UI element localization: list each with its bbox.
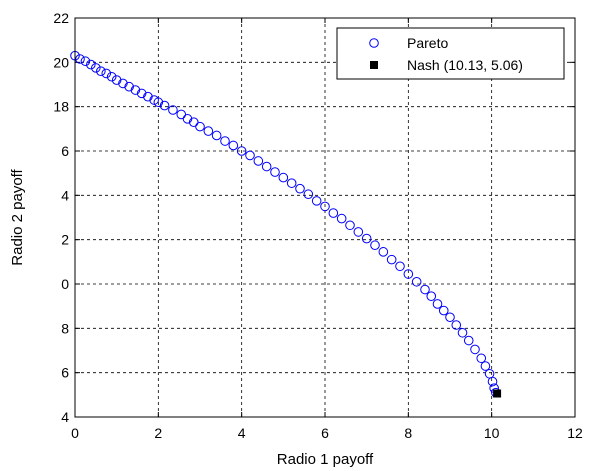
pareto-point (320, 201, 330, 212)
pareto-point (245, 150, 255, 161)
pareto-point (286, 178, 297, 188)
pareto-point (487, 376, 498, 387)
y-tick-label: 6 (61, 143, 69, 159)
pareto-point (476, 353, 487, 364)
pareto-point (311, 196, 322, 206)
pareto-point (236, 146, 247, 156)
pareto-point (457, 327, 468, 338)
pareto-point (211, 130, 222, 141)
grid-lines (75, 18, 575, 417)
tick-labels: 0 2 4 6 8 10 12 4 6 8 0 2 4 6 18 20 22 (53, 10, 583, 441)
pareto-point (361, 233, 372, 244)
pareto-point (426, 291, 437, 301)
y-axis-label: Radio 2 payoff (9, 168, 26, 265)
x-tick-label: 12 (567, 425, 583, 441)
pareto-point (96, 66, 106, 76)
pareto-point (403, 269, 414, 279)
pareto-point (220, 136, 230, 146)
x-tick-label: 4 (238, 425, 246, 441)
pareto-point (463, 335, 474, 346)
pareto-point (101, 68, 112, 79)
legend-label-nash: Nash (10.13, 5.06) (407, 57, 523, 73)
pareto-point (411, 276, 422, 287)
pareto-point (470, 344, 480, 355)
pareto-point (420, 284, 430, 295)
pareto-point (130, 85, 141, 95)
y-tick-label: 6 (61, 365, 69, 381)
pareto-point (228, 140, 239, 151)
x-tick-label: 10 (484, 425, 500, 441)
pareto-point (124, 81, 134, 92)
pareto-point (345, 220, 355, 231)
pareto-point (106, 71, 117, 82)
legend: Pareto Nash (10.13, 5.06) (336, 27, 565, 80)
pareto-point (261, 161, 272, 172)
y-tick-label: 2 (61, 232, 69, 248)
pareto-point (386, 254, 397, 265)
pareto-point (86, 59, 96, 70)
pareto-point (91, 63, 101, 73)
y-tick-label: 18 (53, 99, 69, 115)
pareto-point (445, 312, 455, 323)
pareto-point (195, 121, 205, 132)
y-tick-label: 8 (61, 320, 69, 336)
x-tick-label: 0 (71, 425, 79, 441)
pareto-point (395, 261, 405, 272)
pareto-point (432, 299, 443, 309)
x-axis-label: Radio 1 payoff (277, 451, 374, 468)
x-tick-label: 2 (154, 425, 162, 441)
pareto-point (203, 126, 214, 136)
y-tick-label: 0 (61, 276, 69, 292)
pareto-point (143, 91, 153, 102)
x-tick-label: 8 (404, 425, 412, 441)
pareto-point (111, 75, 122, 85)
pareto-point (118, 78, 128, 89)
pareto-point (438, 305, 449, 316)
y-tick-label: 4 (61, 187, 69, 203)
pareto-point (378, 247, 389, 257)
pareto-point (182, 114, 193, 124)
pareto-point (303, 189, 314, 200)
nash-point (493, 389, 502, 398)
pareto-point (75, 54, 85, 64)
y-tick-label: 4 (61, 409, 69, 425)
pareto-point (336, 213, 347, 224)
y-tick-label: 20 (53, 54, 69, 70)
pareto-point (328, 208, 339, 218)
x-tick-label: 6 (321, 425, 329, 441)
pareto-point (278, 172, 289, 183)
pareto-point (188, 117, 199, 127)
pareto-point (451, 320, 462, 330)
data-points (70, 50, 502, 398)
pareto-point (80, 56, 91, 67)
legend-box (336, 27, 565, 80)
plot-frame (74, 17, 576, 418)
pareto-point (176, 109, 187, 120)
legend-marker-nash (370, 61, 378, 69)
pareto-point (136, 88, 147, 99)
pareto-point (353, 227, 364, 237)
legend-marker-pareto (369, 38, 379, 48)
pareto-point (480, 361, 491, 371)
pareto-point (370, 240, 380, 251)
pareto-point (270, 167, 280, 177)
y-tick-label: 22 (53, 10, 69, 26)
legend-label-pareto: Pareto (407, 35, 448, 51)
pareto-point (159, 100, 170, 111)
pareto-point (295, 183, 305, 194)
pareto-point (168, 105, 178, 115)
pareto-point (253, 156, 264, 166)
pareto-point (153, 97, 164, 108)
